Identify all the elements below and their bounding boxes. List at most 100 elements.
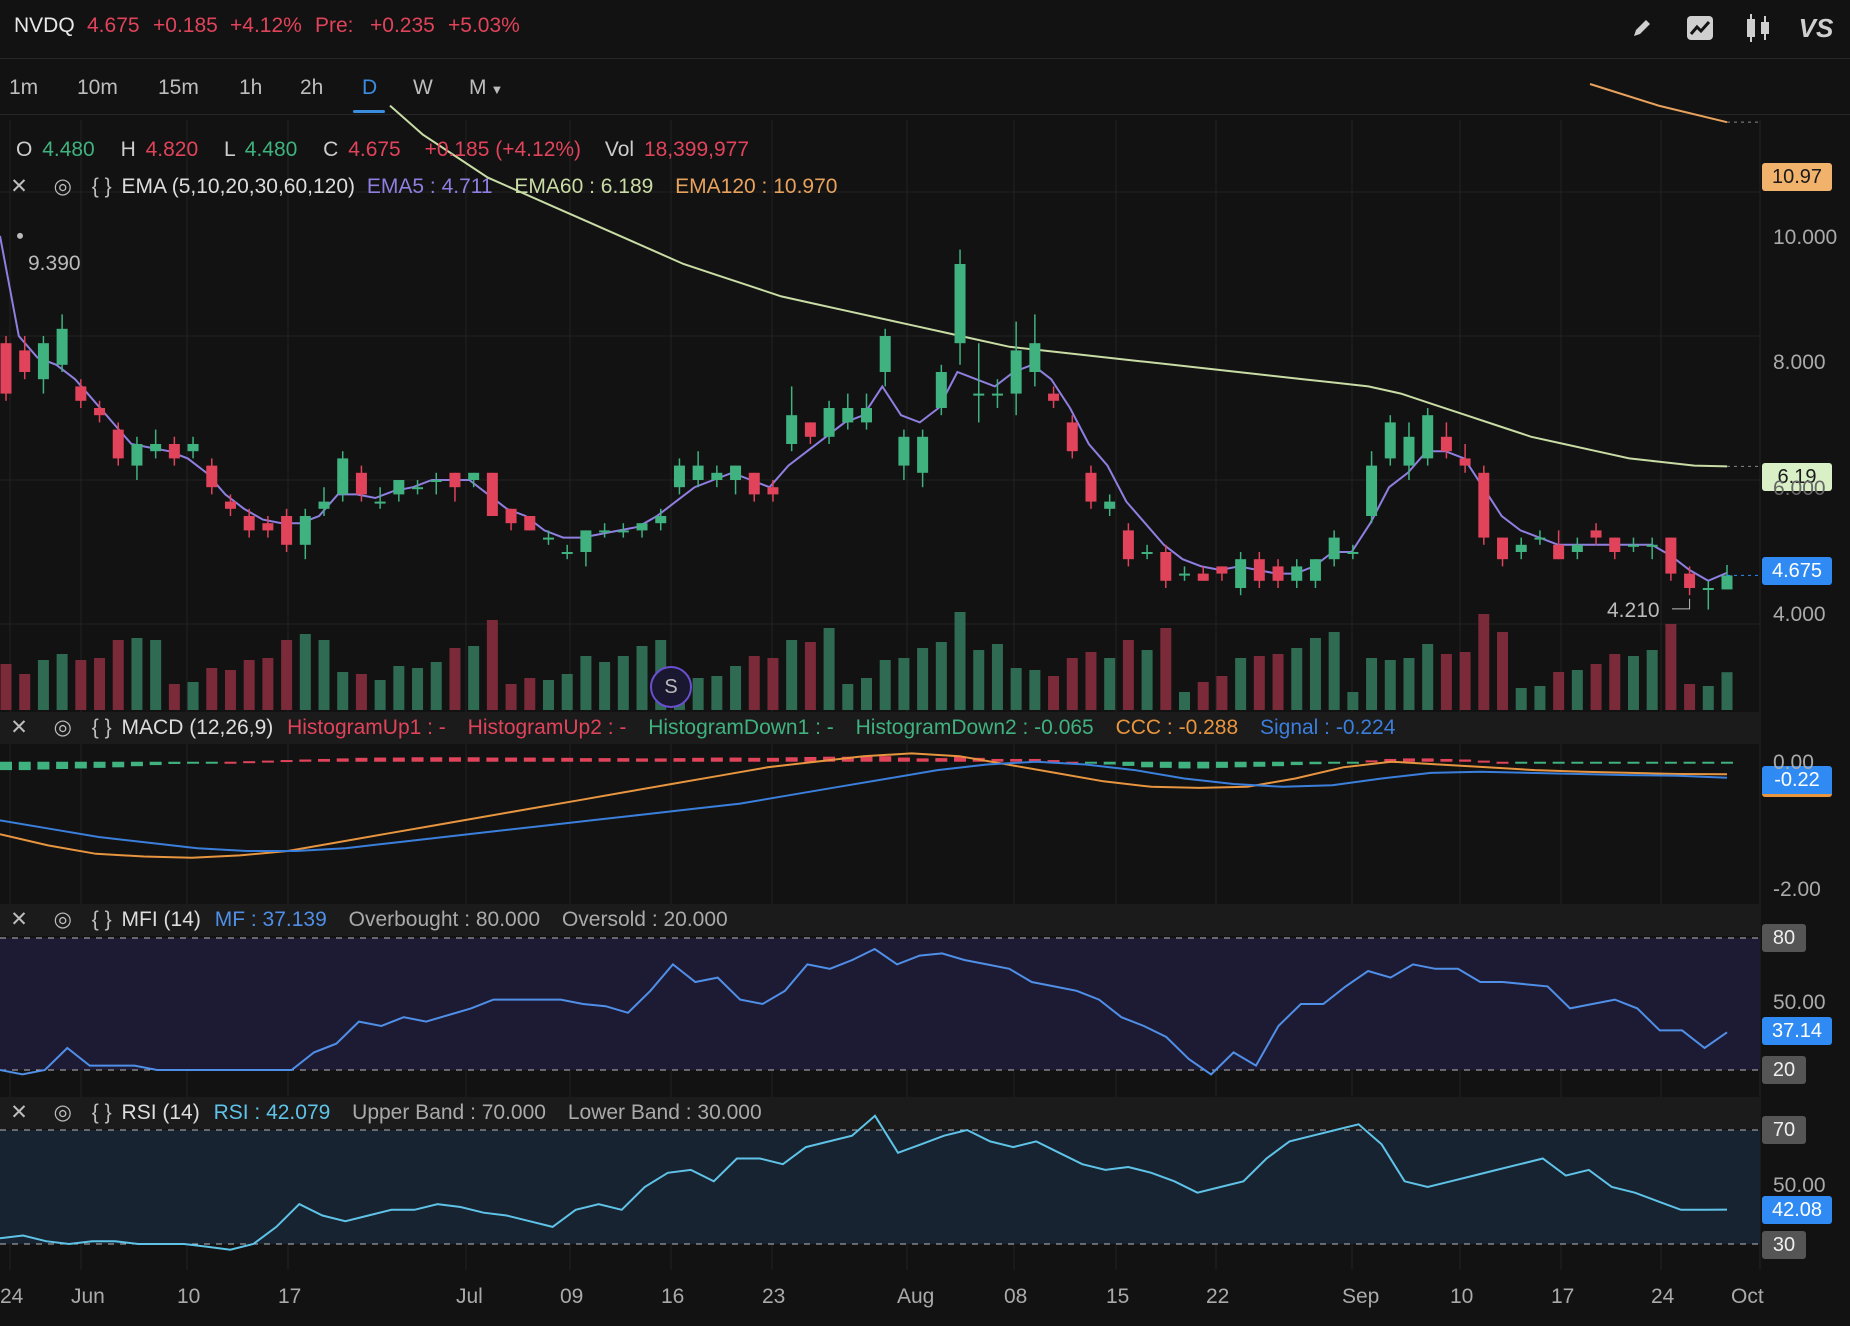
candle	[973, 393, 985, 396]
macd-histogram-bar	[766, 757, 779, 762]
volume-bar	[1347, 692, 1359, 710]
candle	[935, 372, 947, 408]
volume-bar	[19, 674, 31, 710]
volume-bar	[1104, 658, 1116, 710]
volume-bar	[636, 646, 648, 710]
settings-icon[interactable]: ◎	[53, 1101, 72, 1124]
macd-histogram-bar	[692, 757, 705, 762]
volume-bar	[299, 634, 311, 710]
candle	[1366, 465, 1378, 516]
volume-bar	[711, 676, 723, 710]
x-tick: 22	[1206, 1285, 1230, 1308]
candle	[281, 516, 293, 545]
candle	[692, 465, 704, 480]
price-tick: 4.000	[1773, 603, 1826, 626]
macd-histogram-bar	[1459, 759, 1472, 762]
x-tick: 24	[0, 1285, 24, 1308]
volume-bar	[748, 656, 760, 710]
timeframe-m[interactable]: M ▼	[469, 76, 503, 100]
timeframe-2h[interactable]: 2h	[300, 76, 324, 99]
chart-type-button[interactable]	[1680, 10, 1720, 46]
candle	[1309, 559, 1321, 581]
macd-histogram-bar	[1290, 761, 1303, 766]
close-icon[interactable]: ✕	[10, 908, 28, 931]
volume-bar	[1721, 672, 1733, 710]
script-icon[interactable]: { }	[91, 175, 112, 198]
candle	[524, 516, 536, 531]
macd-histogram-bar	[654, 758, 667, 762]
macd-histogram-bar	[261, 760, 274, 763]
close-icon[interactable]: ✕	[10, 175, 28, 198]
macd-histogram-bar	[130, 761, 143, 767]
volume-bar	[898, 658, 910, 710]
compare-button[interactable]: VS	[1796, 10, 1836, 46]
x-tick: 17	[1551, 1285, 1575, 1308]
price-tick: 6.000	[1773, 477, 1826, 500]
candle	[1571, 544, 1583, 552]
settings-icon[interactable]: ◎	[53, 175, 72, 198]
rsi-tick: 50.00	[1773, 1174, 1826, 1197]
close-icon[interactable]: ✕	[10, 1101, 28, 1124]
volume-bar	[1571, 670, 1583, 710]
volume-bar	[524, 678, 536, 710]
candlestick-icon	[1747, 14, 1769, 42]
candle	[861, 408, 872, 423]
mfi-line	[0, 947, 1728, 1076]
mfi-name: MFI (14)	[121, 908, 201, 931]
close-icon[interactable]: ✕	[10, 716, 28, 739]
macd-histogram-bar	[1346, 761, 1359, 764]
macd-histogram-bar	[897, 757, 910, 762]
macd-histogram-bar	[1590, 761, 1603, 764]
draw-tool-button[interactable]	[1622, 10, 1662, 46]
macd-histogram-bar	[1702, 761, 1715, 764]
macd-histogram-bar	[1328, 761, 1341, 764]
rsi-price-label: 42.08	[1762, 1196, 1832, 1224]
macd-hist-down1: HistogramDown1 : -	[648, 716, 834, 739]
candle	[542, 537, 554, 540]
candle-type-button[interactable]	[1738, 10, 1778, 46]
macd-histogram-bar	[1010, 758, 1023, 762]
timeframe-1m[interactable]: 1m	[9, 76, 39, 99]
candle	[1160, 552, 1172, 581]
timeframe-1h[interactable]: 1h	[239, 76, 263, 99]
script-icon[interactable]: { }	[91, 716, 112, 739]
timeframe-10m[interactable]: 10m	[77, 76, 118, 99]
close-value: 4.675	[348, 138, 401, 161]
macd-histogram-bar	[523, 757, 536, 762]
settings-icon[interactable]: ◎	[53, 908, 72, 931]
volume-bar	[1179, 692, 1191, 710]
candle	[468, 472, 480, 480]
settings-icon[interactable]: ◎	[53, 716, 72, 739]
ema-name: EMA (5,10,20,30,60,120)	[121, 175, 356, 198]
macd-histogram-bar	[505, 757, 518, 762]
ohlc-readout: O 4.480 H 4.820 L 4.480 C 4.675 +0.185 (…	[0, 138, 749, 162]
macd-histogram-bar	[1664, 761, 1677, 764]
event-badge[interactable]: S	[650, 666, 692, 708]
timeframe-w[interactable]: W	[413, 76, 433, 99]
candle	[823, 408, 835, 437]
candle	[449, 472, 461, 488]
candle	[1497, 537, 1509, 560]
script-icon[interactable]: { }	[91, 1101, 112, 1124]
symbol-name[interactable]: NVDQ	[14, 14, 75, 37]
volume-bar	[542, 680, 554, 710]
premarket-label: Pre:	[315, 14, 354, 37]
timeframe-d[interactable]: D	[362, 76, 378, 99]
script-icon[interactable]: { }	[91, 908, 112, 931]
macd-histogram-bar	[542, 757, 555, 762]
active-timeframe-underline	[353, 110, 385, 113]
volume-bar	[449, 648, 461, 710]
macd-histogram-bar	[617, 758, 630, 762]
volume-bar	[374, 680, 386, 710]
volume-bar	[1029, 670, 1041, 710]
high-value: 4.820	[145, 138, 199, 161]
rsi-tick: 70	[1762, 1116, 1806, 1144]
macd-histogram-bar	[991, 758, 1004, 762]
volume-bar	[150, 640, 162, 710]
line-chart-icon	[1687, 16, 1713, 40]
timeframe-15m[interactable]: 15m	[158, 76, 199, 99]
macd-histogram-bar	[1066, 761, 1079, 764]
macd-histogram-bar	[37, 761, 50, 770]
macd-histogram-bar	[1477, 760, 1490, 763]
